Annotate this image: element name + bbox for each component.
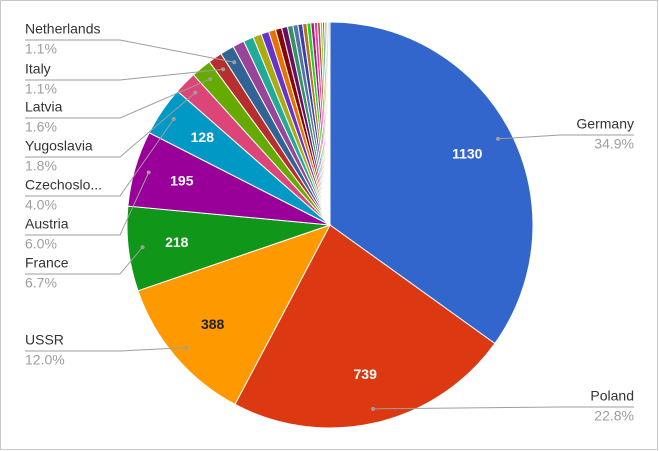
- slice-percent-label: 22.8%: [594, 408, 634, 424]
- slice-name-label: Netherlands: [25, 21, 101, 37]
- leader-line: [25, 118, 175, 197]
- pie-slice: [328, 21, 331, 226]
- slice-percent-label: 12.0%: [25, 352, 65, 368]
- leader-dot: [184, 345, 189, 350]
- leader-dot: [221, 67, 226, 72]
- slice-value-label: 128: [191, 129, 215, 145]
- leader-line: [25, 92, 196, 158]
- slice-name-label: Austria: [25, 216, 69, 232]
- slice-value-label: 218: [165, 234, 189, 250]
- slice-name-label: Poland: [590, 388, 634, 404]
- leader-line: [25, 39, 235, 63]
- slice-name-label: Germany: [576, 116, 634, 132]
- pie-slice: [329, 21, 534, 345]
- leader-dot: [232, 60, 237, 65]
- slice-percent-label: 34.9%: [594, 136, 634, 152]
- slice-name-label: Italy: [25, 61, 51, 77]
- leader-dot: [140, 245, 145, 250]
- leader-dot: [208, 77, 213, 82]
- slice-name-label: USSR: [25, 332, 64, 348]
- leader-dot: [371, 406, 376, 411]
- slice-percent-label: 4.0%: [25, 197, 57, 213]
- leader-dot: [495, 136, 500, 141]
- slice-name-label: France: [25, 255, 69, 271]
- slice-value-label: 739: [354, 366, 378, 382]
- slice-name-label: Czechoslo...: [25, 177, 102, 193]
- slice-percent-label: 6.7%: [25, 275, 57, 291]
- leader-line: [25, 68, 224, 81]
- pie-slice: [137, 224, 332, 406]
- slice-percent-label: 1.8%: [25, 158, 57, 174]
- slice-value-label: 388: [201, 316, 225, 332]
- leader-line: [373, 406, 634, 410]
- pie-slice: [234, 224, 496, 429]
- slice-percent-label: 1.1%: [25, 41, 57, 57]
- slice-value-label: 1130: [452, 145, 483, 161]
- leader-dot: [193, 90, 198, 95]
- slice-percent-label: 6.0%: [25, 236, 57, 252]
- leader-line: [25, 78, 211, 119]
- slice-name-label: Latvia: [25, 99, 63, 115]
- slice-name-label: Yugoslavia: [25, 138, 93, 154]
- slice-percent-label: 1.1%: [25, 81, 57, 97]
- leader-line: [497, 134, 634, 140]
- leader-line: [25, 347, 187, 352]
- slice-value-label: 195: [170, 173, 194, 189]
- leader-line: [25, 246, 143, 275]
- slice-percent-label: 1.6%: [25, 119, 57, 135]
- leader-dot: [171, 117, 176, 122]
- leader-line: [25, 172, 150, 236]
- leader-dot: [146, 170, 151, 175]
